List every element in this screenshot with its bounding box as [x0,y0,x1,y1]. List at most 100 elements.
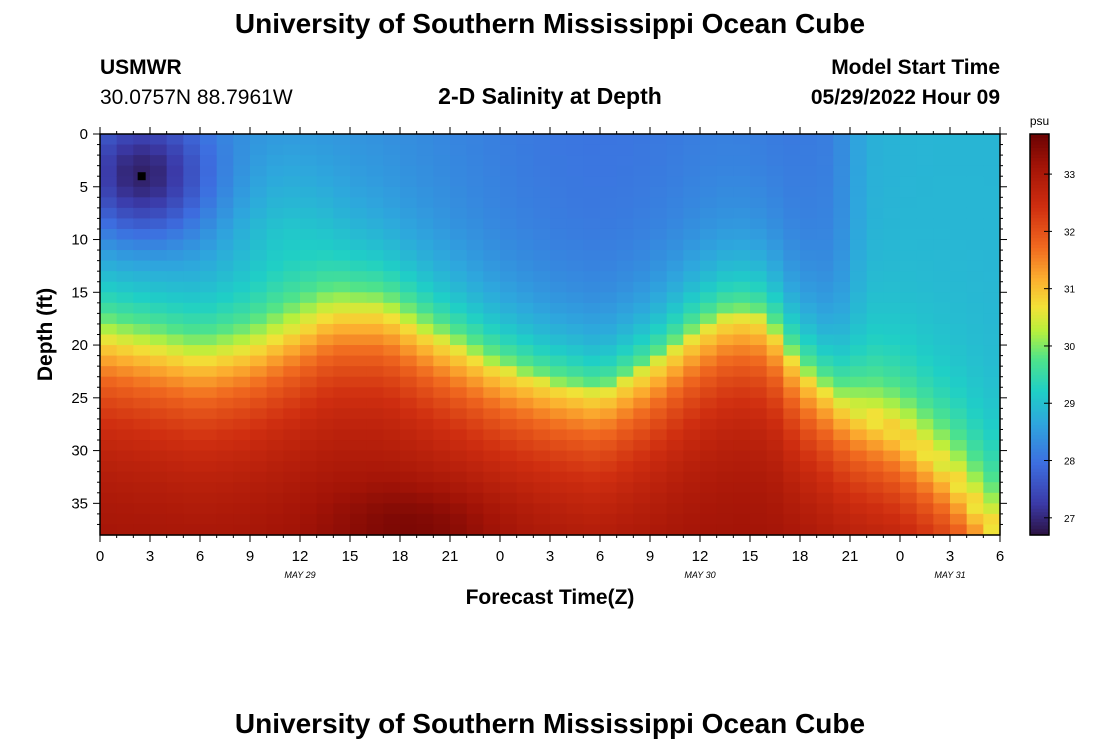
heatmap-cell [783,450,801,462]
heatmap-cell [850,482,868,494]
heatmap-cell [550,323,568,336]
heatmap-cell [166,165,184,177]
heatmap-cell [266,334,284,346]
heatmap-cell [200,144,218,156]
heatmap-cell [450,218,468,230]
colorbar-segment [1030,177,1049,182]
heatmap-cell [300,197,318,209]
heatmap-cell [966,387,984,399]
heatmap-cell [633,144,651,156]
heatmap-cell [183,450,201,462]
heatmap-cell [650,323,668,336]
heatmap-cell [700,461,718,473]
heatmap-cell [533,260,551,272]
heatmap-cell [333,207,351,220]
colorbar-segment [1030,504,1049,509]
heatmap-cell [133,292,151,304]
colorbar-segment [1030,230,1049,235]
heatmap-cell [716,524,734,536]
heatmap-cell [633,503,651,515]
heatmap-cell [416,524,434,536]
heatmap-cell [333,461,351,473]
heatmap-cell [250,450,268,462]
heatmap-cell [666,186,684,198]
heatmap-cell [566,355,584,367]
heatmap-cell [133,450,151,462]
heatmap-cell [983,397,1001,409]
heatmap-cell [783,281,801,293]
heatmap-cell [400,440,418,452]
heatmap-cell [233,155,251,167]
heatmap-cell [716,176,734,188]
colorbar-segment [1030,240,1049,245]
colorbar-segment [1030,267,1049,272]
colorbar-segment [1030,210,1049,215]
heatmap-cell [466,228,484,241]
heatmap-cell [416,334,434,346]
heatmap-cell [800,271,818,283]
heatmap-cell [450,376,468,388]
heatmap-cell [700,397,718,409]
heatmap-cell [366,228,384,241]
heatmap-cell [750,366,768,378]
heatmap-cell [516,271,534,283]
heatmap-cell [633,207,651,220]
heatmap-cell [683,492,701,504]
heatmap-cell [883,207,901,220]
heatmap-cell [616,134,634,146]
heatmap-cell [966,334,984,346]
heatmap-cell [383,144,401,156]
heatmap-cell [316,239,334,251]
heatmap-cell [900,429,918,441]
heatmap-cell [533,397,551,409]
heatmap-cell [583,302,601,314]
heatmap-cell [816,429,834,441]
heatmap-cell [200,450,218,462]
heatmap-cell [650,176,668,188]
colorbar-segment [1030,284,1049,289]
heatmap-cell [916,408,934,420]
heatmap-cell [933,345,951,357]
colorbar-segment [1030,498,1049,503]
heatmap-cell [750,134,768,146]
heatmap-cell [616,165,634,177]
colorbar-segment [1030,167,1049,172]
y-tick-label: 0 [80,126,88,143]
heatmap-cell [566,218,584,230]
heatmap-cell [216,228,234,241]
heatmap-cell [250,397,268,409]
heatmap-cell [516,260,534,272]
heatmap-cell [183,334,201,346]
heatmap-cell [383,292,401,304]
heatmap-cell [300,376,318,388]
heatmap-cell [900,155,918,167]
heatmap-cell [133,134,151,146]
heatmap-cell [933,186,951,198]
heatmap-cell [966,165,984,177]
heatmap-cell [200,429,218,441]
heatmap-cell [733,144,751,156]
heatmap-cell [850,260,868,272]
heatmap-cell [766,503,784,515]
heatmap-cell [533,281,551,293]
heatmap-cell [400,397,418,409]
heatmap-cell [583,144,601,156]
heatmap-cell [466,482,484,494]
heatmap-cell [433,228,451,241]
heatmap-cell [650,461,668,473]
heatmap-cell [766,450,784,462]
heatmap-cell [466,165,484,177]
heatmap-cell [900,197,918,209]
heatmap-cell [100,366,118,378]
heatmap-cell [866,334,884,346]
heatmap-cell [483,492,501,504]
colorbar-segment [1030,331,1049,336]
heatmap-cell [350,271,368,283]
heatmap-cell [416,440,434,452]
heatmap-cell [333,197,351,209]
colorbar-segment [1030,514,1049,519]
heatmap-cell [166,197,184,209]
heatmap-cell [350,524,368,536]
heatmap-cell [650,313,668,325]
heatmap-cell [150,397,168,409]
